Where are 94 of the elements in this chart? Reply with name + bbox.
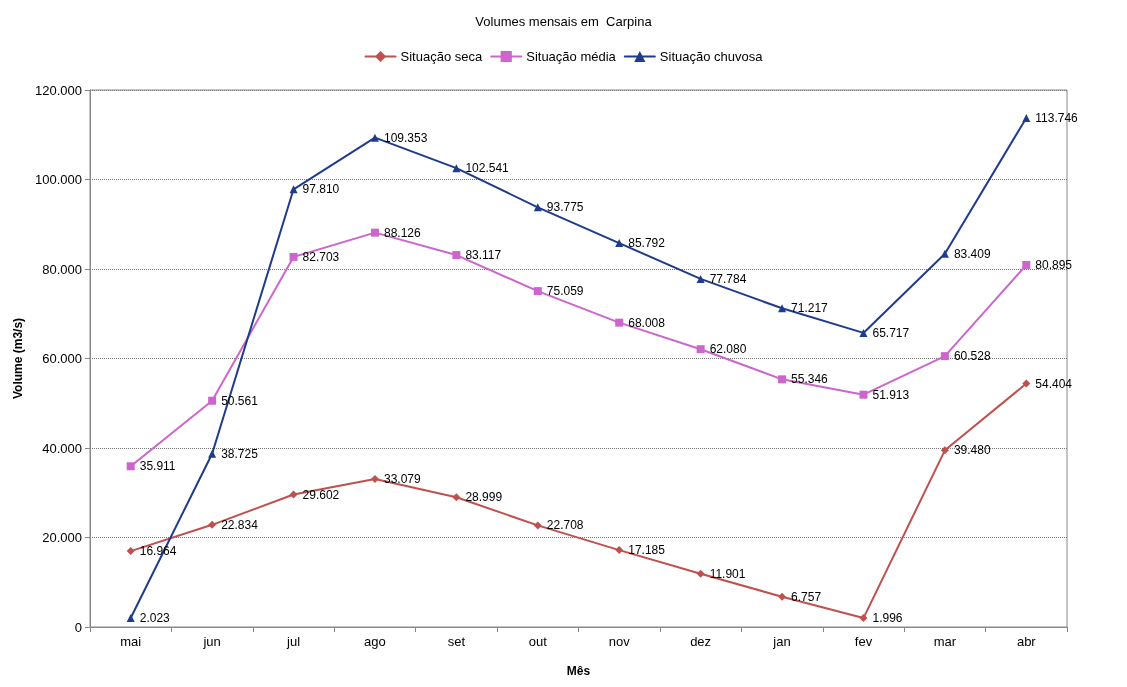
point xyxy=(778,592,787,601)
point xyxy=(940,352,949,361)
data-label: 2.023 xyxy=(139,610,171,625)
point xyxy=(208,449,217,458)
point xyxy=(696,569,705,578)
data-label: 28.999 xyxy=(465,490,503,505)
data-label: 55.346 xyxy=(791,372,829,387)
point xyxy=(289,490,298,499)
x-tick-label: set xyxy=(447,634,466,649)
data-label: 39.480 xyxy=(953,443,991,458)
data-label: 6.757 xyxy=(791,589,822,604)
y-tick-label: 40.000 xyxy=(42,440,82,456)
x-tick-label: ago xyxy=(364,634,386,649)
y-tick-label: 120.000 xyxy=(35,82,82,98)
x-tick-label: dez xyxy=(690,634,712,649)
data-label: 60.528 xyxy=(953,349,991,364)
data-label: 68.008 xyxy=(628,315,666,330)
point xyxy=(940,249,949,258)
point xyxy=(778,304,787,313)
data-label: 22.834 xyxy=(221,517,259,532)
data-label: 83.117 xyxy=(465,248,502,263)
point xyxy=(615,546,624,555)
point xyxy=(615,318,624,327)
x-tick-label: mar xyxy=(933,634,957,649)
x-tick-label: abr xyxy=(1016,634,1037,649)
point xyxy=(696,274,705,283)
point xyxy=(370,133,379,142)
data-label: 97.810 xyxy=(302,182,340,197)
y-tick-label: 100.000 xyxy=(35,172,82,187)
point xyxy=(615,239,624,248)
point xyxy=(940,446,949,455)
point xyxy=(289,252,298,261)
point xyxy=(289,185,298,194)
data-label: 1.996 xyxy=(872,611,903,626)
data-label: 33.079 xyxy=(383,471,421,486)
y-tick-label: 0 xyxy=(74,619,82,635)
legend-label: Situação média xyxy=(526,49,617,64)
point xyxy=(696,345,705,354)
point xyxy=(370,228,379,237)
data-label: 75.059 xyxy=(546,284,584,299)
data-label: 22.708 xyxy=(546,518,584,533)
point xyxy=(126,462,135,471)
legend-label: Situação seca xyxy=(400,49,483,64)
x-tick-label: mai xyxy=(120,634,142,649)
x-tick-label: fev xyxy=(854,634,873,649)
y-tick-label: 60.000 xyxy=(42,351,82,366)
x-axis-title: Mês xyxy=(566,664,591,678)
data-label: 85.792 xyxy=(628,236,666,251)
point xyxy=(533,521,542,530)
data-label: 93.775 xyxy=(546,200,584,215)
data-label: 113.746 xyxy=(1035,110,1079,125)
data-label: 11.901 xyxy=(709,566,746,581)
data-label: 38.725 xyxy=(221,446,259,461)
point xyxy=(452,164,461,173)
data-label: 77.784 xyxy=(709,271,747,286)
data-label: 62.080 xyxy=(709,342,747,357)
data-label: 35.911 xyxy=(139,459,176,474)
point xyxy=(208,396,217,405)
point xyxy=(533,287,542,296)
point xyxy=(1022,113,1031,122)
x-tick-label: jan xyxy=(772,634,791,649)
point xyxy=(859,328,868,337)
data-label: 71.217 xyxy=(791,301,829,316)
x-tick-label: out xyxy=(528,634,548,649)
x-tick-label: jul xyxy=(286,634,301,649)
point xyxy=(208,520,217,529)
x-tick-label: nov xyxy=(608,634,631,649)
data-label: 29.602 xyxy=(302,487,340,502)
y-tick-label: 80.000 xyxy=(42,261,82,277)
data-label: 80.895 xyxy=(1035,257,1073,272)
point xyxy=(1022,260,1031,269)
point xyxy=(452,493,461,502)
point xyxy=(859,614,868,623)
point xyxy=(126,613,135,622)
y-axis-title: Volume (m3/s) xyxy=(11,317,26,400)
data-label: 17.185 xyxy=(628,543,666,558)
data-label: 109.353 xyxy=(383,130,428,145)
data-label: 54.404 xyxy=(1035,376,1073,391)
legend-label: Situação chuvosa xyxy=(659,49,764,64)
data-label: 102.541 xyxy=(465,161,510,176)
point xyxy=(1022,379,1031,388)
chart-title: Volumes mensais em Carpina xyxy=(475,14,653,29)
point xyxy=(126,547,135,556)
data-label: 82.703 xyxy=(302,249,340,264)
data-label: 83.409 xyxy=(953,246,991,261)
y-tick-label: 20.000 xyxy=(42,530,82,545)
point xyxy=(778,375,787,384)
data-label: 88.126 xyxy=(383,225,421,240)
data-label: 51.913 xyxy=(872,387,910,402)
point xyxy=(370,474,379,483)
data-label: 65.717 xyxy=(872,325,910,340)
point xyxy=(859,390,868,399)
point xyxy=(452,251,461,260)
x-tick-label: jun xyxy=(202,634,221,649)
